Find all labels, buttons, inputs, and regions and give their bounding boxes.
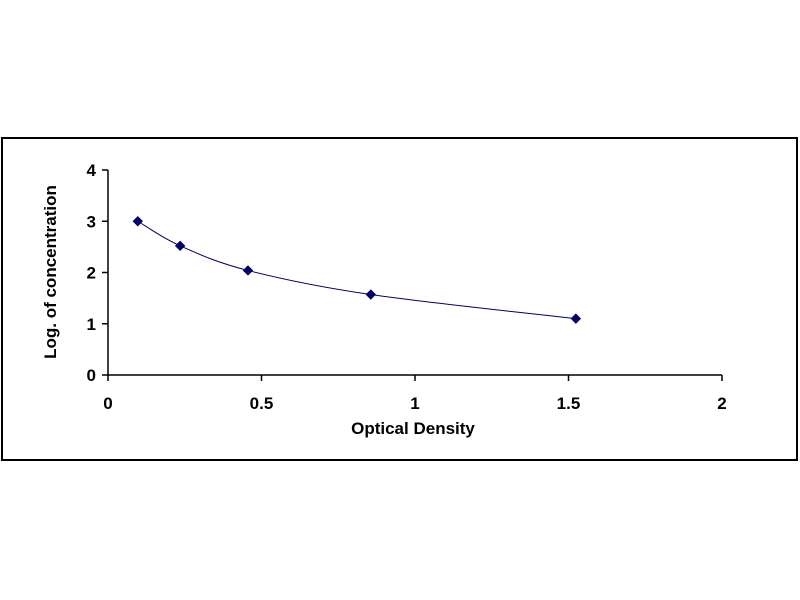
y-tick-label: 0 [87,366,96,385]
y-axis-label: Log. of concentration [41,185,60,359]
fit-curve [137,220,576,320]
x-tick-label: 0 [103,394,112,413]
x-tick-label: 0.5 [250,394,274,413]
x-ticks: 0 0.5 1 1.5 2 [103,375,727,413]
chart-frame [1,137,798,461]
y-ticks: 0 1 2 3 4 [87,161,108,385]
y-tick-label: 2 [87,264,96,283]
x-tick-label: 1.5 [557,394,581,413]
data-point-marker [174,240,186,252]
data-point-marker [365,289,376,300]
data-points [132,216,582,324]
data-point-marker [132,216,143,227]
y-tick-label: 3 [87,212,96,231]
axes [107,170,722,376]
data-point-marker [570,313,582,324]
x-axis-label: Optical Density [351,419,475,438]
y-tick-label: 1 [87,315,96,334]
data-point-marker [242,265,254,276]
x-tick-label: 1 [410,394,419,413]
y-tick-label: 4 [87,161,97,180]
x-tick-label: 2 [717,394,726,413]
